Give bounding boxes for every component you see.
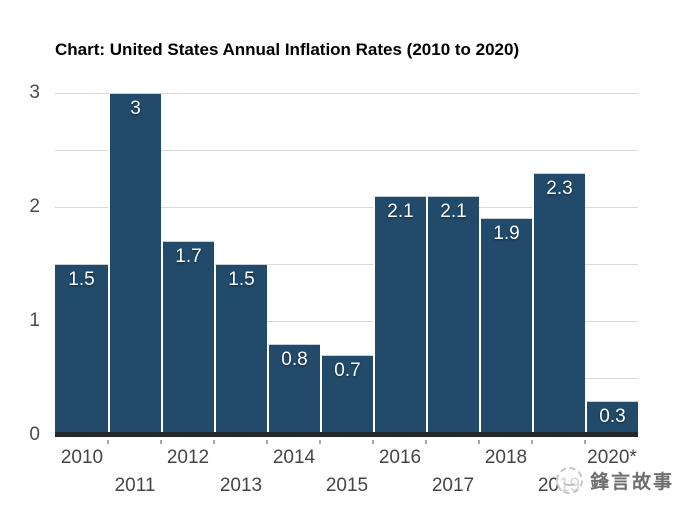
bar-2018: 1.9 — [479, 218, 532, 435]
y-axis-label: 0 — [29, 424, 40, 445]
circular-logo-icon — [556, 467, 583, 494]
x-axis-tick — [266, 440, 268, 444]
x-axis-label-2010: 2010 — [60, 447, 104, 468]
bar-value-label: 2.3 — [546, 178, 573, 199]
gridline — [55, 321, 638, 322]
x-axis-label-2012: 2012 — [166, 447, 210, 468]
bar-2017: 2.1 — [426, 196, 479, 435]
x-axis-label-2015: 2015 — [325, 475, 369, 496]
x-axis-tick — [107, 440, 109, 444]
bar-2016: 2.1 — [373, 196, 426, 435]
x-axis-tick — [531, 440, 533, 444]
gridline — [55, 207, 638, 208]
bar-value-label: 0.7 — [334, 360, 361, 381]
bar-value-label: 0.3 — [599, 406, 626, 427]
bar-value-label: 3 — [130, 98, 141, 119]
x-axis-line — [55, 432, 638, 437]
y-axis-label: 1 — [29, 310, 40, 331]
bar-value-label: 1.5 — [228, 269, 255, 290]
bar-value-label: 0.8 — [281, 349, 308, 370]
bar-value-label: 1.7 — [175, 246, 202, 267]
watermark: 鋒言故事 — [556, 467, 674, 494]
x-axis-tick — [319, 440, 321, 444]
bar-value-label: 1.5 — [68, 269, 95, 290]
bar-value-label: 1.9 — [493, 223, 520, 244]
bar-value-label: 2.1 — [440, 201, 467, 222]
watermark-text: 鋒言故事 — [590, 472, 675, 493]
x-axis-tick — [372, 440, 374, 444]
plot-area: 1.5 3 1.7 1.5 0.8 0.7 2.1 2.1 1.9 2.3 0.3 — [55, 93, 638, 435]
bar-2015: 0.7 — [320, 355, 373, 435]
gridline — [55, 93, 638, 94]
x-axis-tick — [425, 440, 427, 444]
bar-2014: 0.8 — [267, 344, 320, 435]
x-axis-label-2020: 2020* — [587, 447, 637, 468]
gridline — [55, 264, 638, 265]
x-axis-label-2018: 2018 — [484, 447, 528, 468]
x-axis-label-2013: 2013 — [219, 475, 263, 496]
bar-2013: 1.5 — [214, 264, 267, 435]
x-axis-tick — [160, 440, 162, 444]
x-axis-label-2017: 2017 — [431, 475, 475, 496]
x-axis-label-2016: 2016 — [378, 447, 422, 468]
x-axis-label-2011: 2011 — [114, 475, 156, 496]
bar-2012: 1.7 — [161, 241, 214, 435]
chart-title: Chart: United States Annual Inflation Ra… — [55, 40, 520, 59]
bar-2019: 2.3 — [532, 173, 585, 435]
bar-value-label: 2.1 — [387, 201, 414, 222]
x-axis-tick — [584, 440, 586, 444]
bar-2011: 3 — [108, 93, 161, 435]
y-axis-label: 3 — [29, 82, 40, 103]
y-axis-label: 2 — [29, 196, 40, 217]
x-axis-tick — [478, 440, 480, 444]
x-axis-tick — [213, 440, 215, 444]
bar-2010: 1.5 — [55, 264, 108, 435]
x-axis-label-2014: 2014 — [272, 447, 316, 468]
bar-2020*: 0.3 — [585, 401, 638, 435]
gridline — [55, 150, 638, 151]
